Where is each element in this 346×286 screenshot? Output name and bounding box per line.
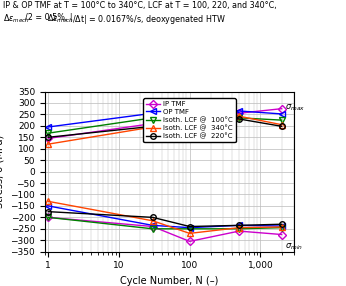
OP TMF [280,112,284,116]
Text: $\sigma_{min}$: $\sigma_{min}$ [284,242,302,252]
X-axis label: Cycle Number, N (–): Cycle Number, N (–) [120,276,219,286]
Text: /2 = 0.5%, |: /2 = 0.5%, | [25,13,72,22]
Isoth. LCF @  220°C [151,125,155,128]
Isoth. LCF @  340°C [46,142,50,146]
OP TMF [46,125,50,129]
IP TMF [151,122,155,125]
Isoth. LCF @  340°C [237,114,241,118]
IP TMF [280,107,284,110]
Line: IP TMF: IP TMF [45,106,284,141]
Isoth. LCF @  100°C [237,116,241,120]
Isoth. LCF @  100°C [151,116,155,120]
Line: OP TMF: OP TMF [45,101,285,130]
Text: $\Delta\varepsilon_{mech}$: $\Delta\varepsilon_{mech}$ [3,13,30,25]
Line: Isoth. LCF @  220°C: Isoth. LCF @ 220°C [45,112,284,140]
Isoth. LCF @  220°C [237,117,241,121]
IP TMF [188,114,192,117]
Isoth. LCF @  220°C [46,136,50,139]
OP TMF [188,102,192,106]
IP TMF [237,112,241,115]
Legend: IP TMF, OP TMF, Isoth. LCF @  100°C, Isoth. LCF @  340°C, Isoth. LCF @  220°C: IP TMF, OP TMF, Isoth. LCF @ 100°C, Isot… [143,98,236,142]
Isoth. LCF @  220°C [280,125,284,128]
Text: IP & OP TMF at T = 100°C to 340°C, LCF at T = 100, 220, and 340°C,: IP & OP TMF at T = 100°C to 340°C, LCF a… [3,1,277,10]
Isoth. LCF @  340°C [188,110,192,114]
Line: Isoth. LCF @  100°C: Isoth. LCF @ 100°C [45,111,285,137]
Text: /$\Delta$t| = 0.0167%/s, deoxygenated HTW: /$\Delta$t| = 0.0167%/s, deoxygenated HT… [72,13,226,26]
OP TMF [237,109,241,113]
Isoth. LCF @  340°C [151,125,155,129]
IP TMF [46,137,50,140]
Isoth. LCF @  220°C [188,113,192,117]
Text: $\Delta\varepsilon_{mech}$: $\Delta\varepsilon_{mech}$ [47,13,74,25]
Isoth. LCF @  100°C [188,113,192,116]
OP TMF [151,112,155,115]
Isoth. LCF @  340°C [280,123,284,126]
Text: $\sigma_{max}$: $\sigma_{max}$ [284,102,305,113]
Isoth. LCF @  100°C [280,118,284,122]
Line: Isoth. LCF @  340°C: Isoth. LCF @ 340°C [45,109,285,148]
Isoth. LCF @  100°C [46,132,50,135]
Y-axis label: Stress, σ (MPa): Stress, σ (MPa) [0,135,5,208]
